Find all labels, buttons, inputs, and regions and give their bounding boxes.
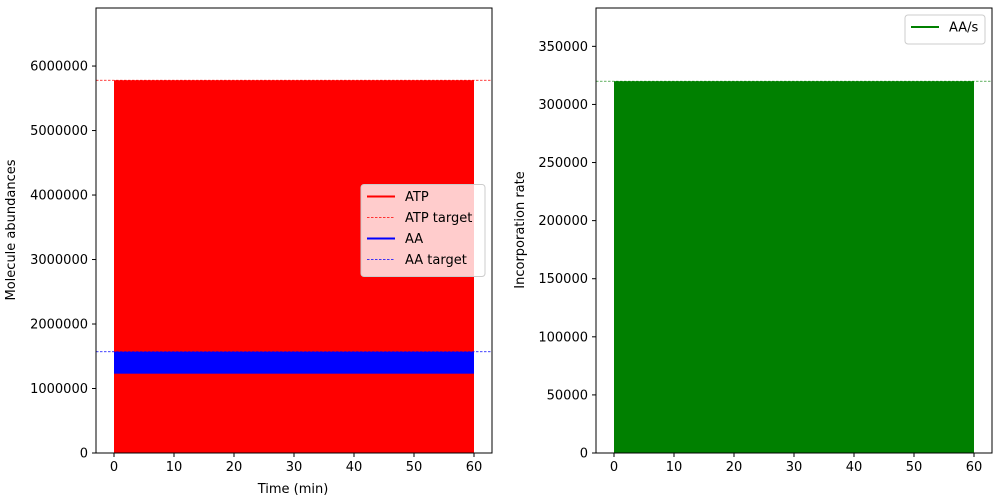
legend-label: AA — [405, 232, 423, 247]
y-tick-label: 250000 — [538, 156, 588, 171]
abundance-chart: Time (min) Molecule abundances 0 10 20 30 40… — [4, 7, 493, 497]
x-tick-label: 50 — [406, 460, 423, 475]
x-tick-label: 60 — [966, 460, 983, 475]
y-tick-label: 2000000 — [30, 318, 88, 333]
x-tick-label: 40 — [846, 460, 863, 475]
y-tick-label: 50000 — [547, 388, 588, 403]
incorporation-chart: Incorporation rate 0 10 20 30 40 50 60 0 50000 10… — [513, 7, 993, 475]
legend-label: ATP — [405, 190, 429, 205]
y-tick-label: 3000000 — [30, 253, 88, 268]
legend-box — [360, 184, 486, 277]
y-tick-label: 1000000 — [30, 382, 88, 397]
y-tick-label: 4000000 — [30, 189, 88, 204]
x-tick-label: 40 — [346, 460, 363, 475]
legend: ATP ATP target AA AA target — [360, 184, 486, 277]
x-tick-label: 30 — [786, 460, 803, 475]
y-axis-label: Incorporation rate — [513, 171, 528, 288]
y-tick-label: 200000 — [538, 214, 588, 229]
legend-box — [904, 14, 986, 45]
x-tick-label: 60 — [466, 460, 483, 475]
x-tick-label: 10 — [666, 460, 683, 475]
y-tick-label: 300000 — [538, 98, 588, 113]
y-tick-label: 350000 — [538, 40, 588, 55]
y-axis-label: Molecule abundances — [4, 159, 19, 300]
y-tick-label: 6000000 — [30, 60, 88, 75]
series-aa-s-band — [614, 81, 974, 454]
x-axis-label: Time (min) — [257, 482, 329, 497]
series-aa-band — [114, 351, 474, 374]
x-tick-label: 0 — [110, 460, 118, 475]
legend-label: ATP target — [405, 211, 472, 226]
y-tick-label: 0 — [80, 447, 88, 462]
legend-label: AA/s — [949, 21, 979, 36]
legend: AA/s — [904, 14, 986, 45]
x-tick-label: 50 — [906, 460, 923, 475]
y-tick-label: 100000 — [538, 330, 588, 345]
legend-label: AA target — [405, 253, 467, 268]
y-tick-label: 5000000 — [30, 124, 88, 139]
y-tick-label: 150000 — [538, 272, 588, 287]
x-tick-label: 20 — [226, 460, 243, 475]
x-tick-label: 0 — [610, 460, 618, 475]
y-tick-label: 0 — [580, 447, 588, 462]
x-tick-label: 10 — [166, 460, 183, 475]
x-tick-label: 20 — [726, 460, 743, 475]
x-tick-label: 30 — [286, 460, 303, 475]
